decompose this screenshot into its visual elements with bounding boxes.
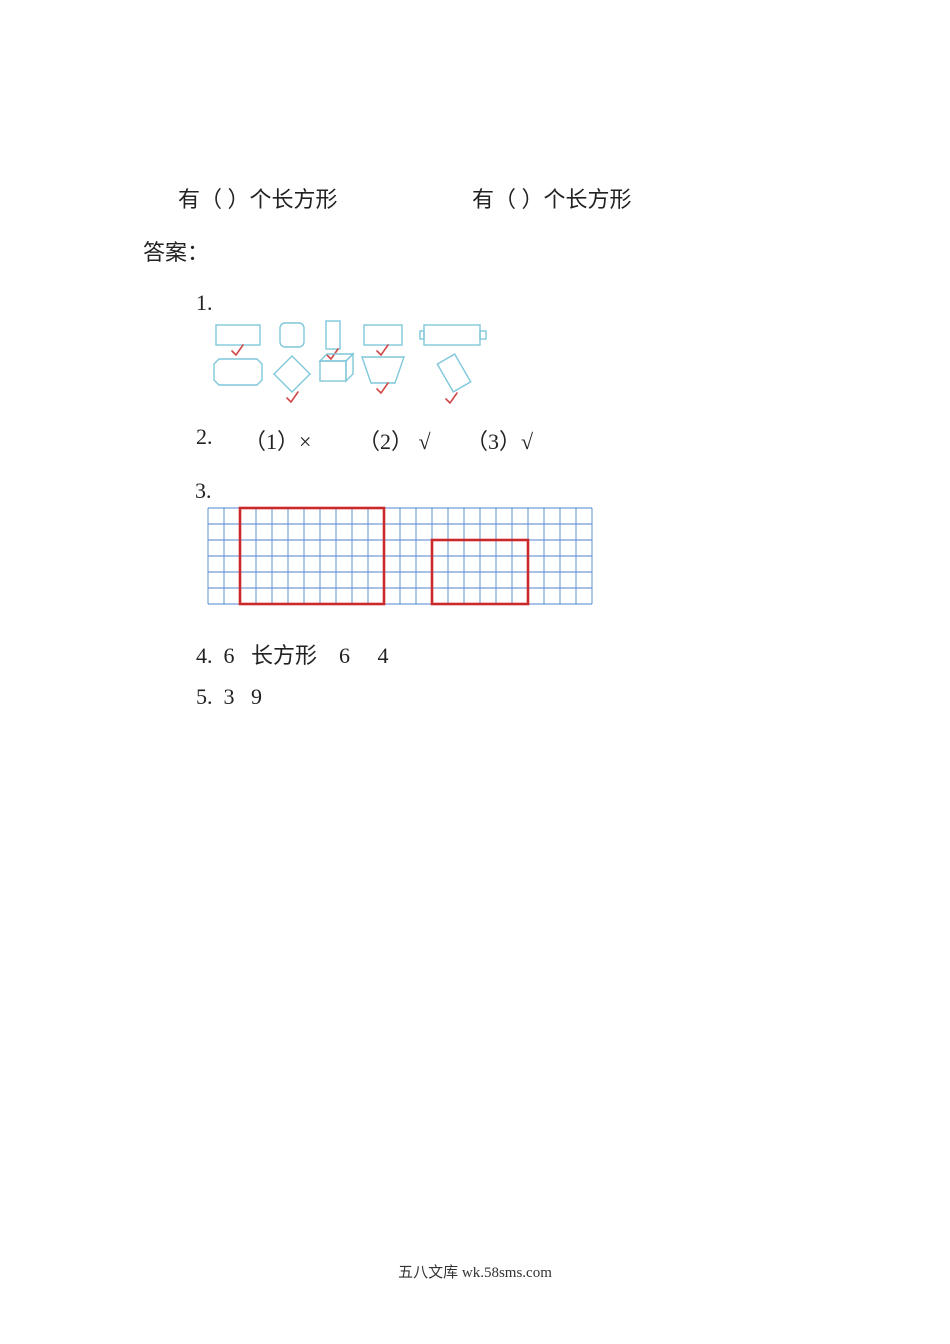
q4-line: 4. 6 长方形 6 4 [196, 638, 389, 670]
q2-label: 2. [196, 424, 213, 450]
q3-grid [206, 506, 594, 611]
question-right: 有（ ）个长方形 [472, 182, 632, 214]
q2-item-1: （1）× [244, 424, 311, 456]
q5-line: 5. 3 9 [196, 684, 262, 710]
q4-p3: 6 [339, 643, 350, 668]
page-root: 有（ ）个长方形 有（ ）个长方形 答案： 1. 2. （1）× （2） √ （… [0, 0, 950, 1344]
footer-text: 五八文库 wk.58sms.com [0, 1261, 950, 1282]
question-left: 有（ ）个长方形 [178, 182, 338, 214]
q3-label: 3. [195, 478, 212, 504]
q2-item-2: （2） √ [358, 424, 431, 456]
q5-p1: 3 [224, 684, 235, 709]
q4-label: 4. [196, 643, 213, 668]
q2-num-2: （2） [358, 429, 413, 454]
q2-num-3: （3） [466, 429, 521, 454]
q1-label: 1. [196, 290, 213, 316]
answer-label: 答案： [143, 235, 209, 267]
q4-p2: 长方形 [251, 643, 317, 668]
q2-mark-3: √ [521, 429, 533, 454]
q2-item-3: （3）√ [466, 424, 533, 456]
q5-label: 5. [196, 684, 213, 709]
q1-shapes [210, 316, 530, 417]
q2-mark-2: √ [419, 429, 431, 454]
q2-mark-1: × [299, 429, 311, 454]
q4-p1: 6 [224, 643, 235, 668]
q5-p2: 9 [251, 684, 262, 709]
q2-num-1: （1） [244, 429, 299, 454]
q4-p4: 4 [378, 643, 389, 668]
